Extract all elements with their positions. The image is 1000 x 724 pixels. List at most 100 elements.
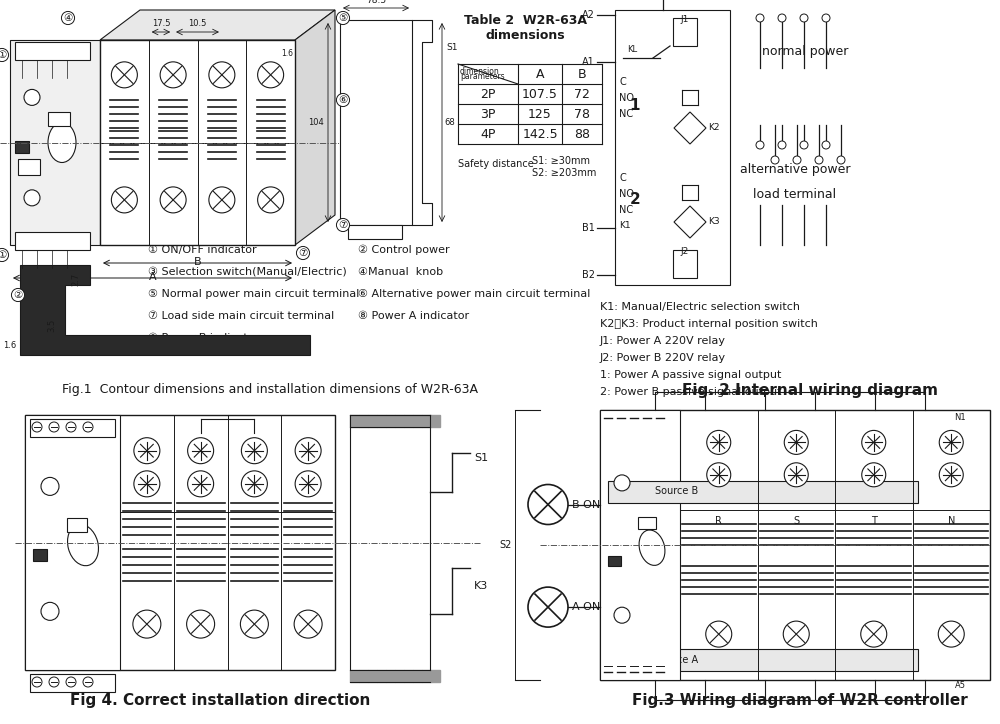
- Circle shape: [83, 677, 93, 687]
- Polygon shape: [404, 670, 413, 682]
- Circle shape: [240, 610, 268, 638]
- Text: J2: J2: [681, 248, 689, 256]
- Ellipse shape: [639, 530, 665, 565]
- Text: 72: 72: [574, 88, 590, 101]
- Text: ⑦ Load side main circuit terminal: ⑦ Load side main circuit terminal: [148, 311, 334, 321]
- Bar: [348, 225, 402, 239]
- Circle shape: [66, 422, 76, 432]
- Text: ⑦: ⑦: [298, 248, 308, 258]
- Text: 17.5: 17.5: [152, 19, 170, 28]
- Circle shape: [134, 438, 160, 463]
- Text: alternative power: alternative power: [740, 164, 850, 177]
- Polygon shape: [395, 670, 404, 682]
- Circle shape: [784, 463, 808, 487]
- Text: Table 2  W2R-63A
dimensions: Table 2 W2R-63A dimensions: [464, 14, 586, 42]
- Polygon shape: [386, 670, 395, 682]
- Circle shape: [188, 438, 214, 463]
- Bar: [608, 649, 918, 671]
- Circle shape: [209, 62, 235, 88]
- Text: A5: A5: [954, 681, 966, 689]
- Circle shape: [24, 89, 40, 106]
- Text: 3P: 3P: [480, 107, 496, 120]
- Circle shape: [188, 471, 214, 497]
- Circle shape: [294, 610, 322, 638]
- Text: J2: Power B 220V relay: J2: Power B 220V relay: [600, 353, 726, 363]
- Text: 68: 68: [444, 118, 455, 127]
- Text: J1: J1: [681, 15, 689, 25]
- Text: ⑧ Power A indicator: ⑧ Power A indicator: [358, 311, 469, 321]
- Circle shape: [528, 587, 568, 627]
- Text: Fig. 2 Internal wiring diagram: Fig. 2 Internal wiring diagram: [682, 382, 938, 397]
- Bar: [608, 481, 918, 503]
- Text: 4P: 4P: [480, 127, 496, 140]
- Bar: [33, 550, 47, 561]
- Text: K3: K3: [474, 581, 488, 591]
- Polygon shape: [674, 206, 706, 238]
- Text: S: S: [793, 515, 799, 526]
- Ellipse shape: [48, 122, 76, 162]
- Text: 1: Power A passive signal output: 1: Power A passive signal output: [600, 370, 781, 380]
- Circle shape: [295, 438, 321, 463]
- Text: NC: NC: [619, 205, 633, 215]
- Circle shape: [756, 14, 764, 22]
- Text: A1: A1: [582, 57, 595, 67]
- Text: K1: K1: [619, 221, 631, 230]
- Circle shape: [83, 422, 93, 432]
- Polygon shape: [674, 112, 706, 144]
- Text: 2.7: 2.7: [72, 272, 80, 286]
- Text: S2: S2: [500, 540, 512, 550]
- Text: N: N: [948, 515, 955, 526]
- Circle shape: [706, 621, 732, 647]
- Text: ⑥: ⑥: [338, 95, 348, 105]
- Text: 3.5: 3.5: [48, 319, 56, 332]
- Text: NC: NC: [619, 109, 633, 119]
- Text: ⑤ Normal power main circuit terminal: ⑤ Normal power main circuit terminal: [148, 289, 359, 299]
- Bar: [15, 232, 90, 250]
- Text: Fig 4. Correct installation direction: Fig 4. Correct installation direction: [70, 692, 370, 707]
- Circle shape: [32, 677, 42, 687]
- Circle shape: [241, 471, 267, 497]
- Circle shape: [295, 471, 321, 497]
- Circle shape: [160, 187, 186, 213]
- Text: B1: B1: [582, 223, 595, 233]
- Circle shape: [815, 156, 823, 164]
- Circle shape: [614, 475, 630, 491]
- Polygon shape: [20, 265, 310, 355]
- Polygon shape: [368, 670, 377, 682]
- Circle shape: [49, 677, 59, 687]
- Circle shape: [528, 484, 568, 524]
- Text: Source A: Source A: [655, 655, 698, 665]
- Circle shape: [862, 430, 886, 455]
- Circle shape: [41, 602, 59, 620]
- Circle shape: [862, 463, 886, 487]
- Bar: [18, 159, 40, 175]
- Circle shape: [707, 430, 731, 455]
- Bar: [48, 112, 70, 126]
- Bar: [67, 518, 87, 532]
- Circle shape: [24, 190, 40, 206]
- Circle shape: [258, 62, 284, 88]
- Text: 2: 2: [630, 193, 640, 208]
- Text: ② Control power: ② Control power: [358, 245, 450, 255]
- Text: B: B: [194, 257, 201, 267]
- Circle shape: [41, 477, 59, 495]
- Text: A ON indicator: A ON indicator: [572, 602, 653, 612]
- Circle shape: [160, 62, 186, 88]
- Text: B: B: [578, 67, 586, 80]
- Text: ③ Selection switch(Manual/Electric): ③ Selection switch(Manual/Electric): [148, 267, 347, 277]
- Circle shape: [258, 187, 284, 213]
- Circle shape: [209, 187, 235, 213]
- Text: Fig.1  Contour dimensions and installation dimensions of W2R-63A: Fig.1 Contour dimensions and installatio…: [62, 384, 478, 397]
- Text: load terminal: load terminal: [753, 188, 837, 201]
- Bar: [600, 410, 990, 680]
- Circle shape: [66, 677, 76, 687]
- Text: S1: ≥30mm
S2: ≥203mm: S1: ≥30mm S2: ≥203mm: [532, 156, 596, 177]
- Circle shape: [822, 141, 830, 149]
- Text: Source B: Source B: [655, 486, 698, 496]
- Circle shape: [939, 430, 963, 455]
- Polygon shape: [359, 670, 368, 682]
- Circle shape: [111, 187, 137, 213]
- Text: ① ON/OFF indicator: ① ON/OFF indicator: [148, 245, 257, 255]
- Circle shape: [861, 621, 887, 647]
- Circle shape: [49, 422, 59, 432]
